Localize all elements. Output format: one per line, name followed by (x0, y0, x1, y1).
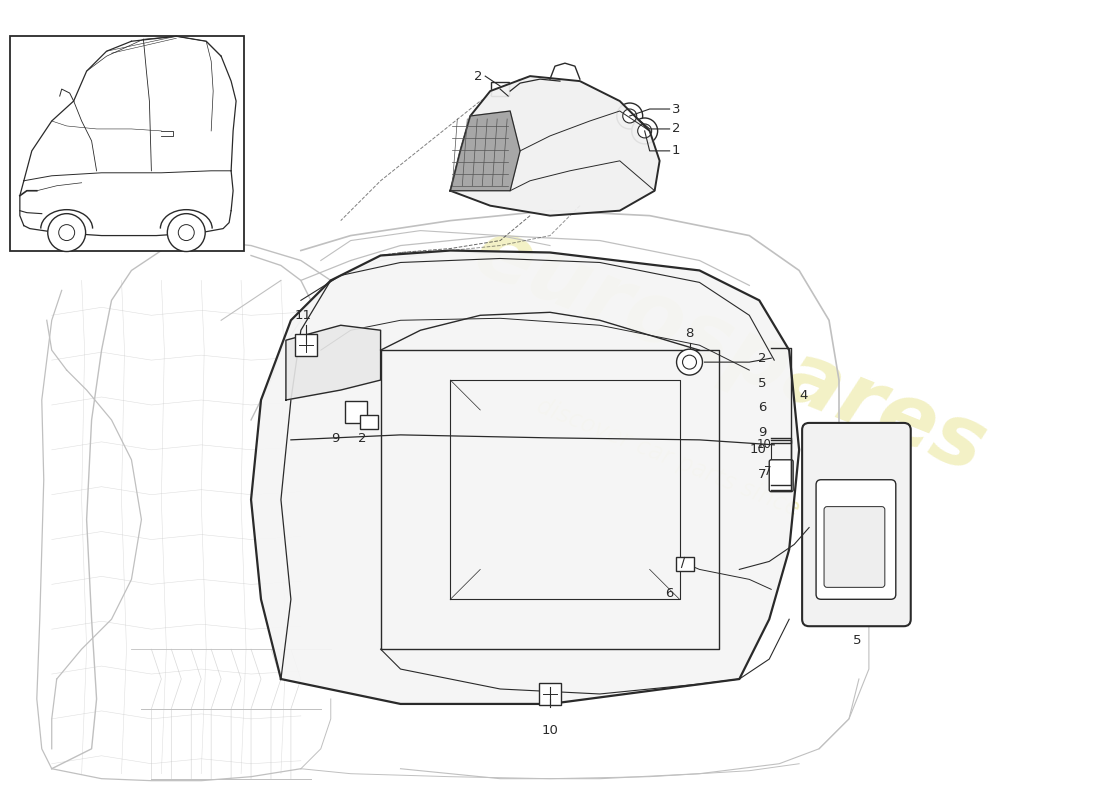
FancyBboxPatch shape (769, 460, 793, 492)
Polygon shape (251, 250, 799, 704)
Text: discover car parts since 1985: discover car parts since 1985 (534, 394, 866, 546)
FancyBboxPatch shape (539, 683, 561, 705)
Text: 11: 11 (295, 310, 311, 322)
FancyBboxPatch shape (802, 423, 911, 626)
Circle shape (47, 214, 86, 251)
Circle shape (623, 109, 637, 123)
Text: 8: 8 (685, 327, 694, 340)
Text: 1: 1 (672, 144, 680, 158)
Bar (10, 36, 244, 250)
Text: 9: 9 (331, 432, 340, 445)
Text: 7: 7 (763, 466, 771, 478)
Text: 6: 6 (758, 402, 767, 414)
Circle shape (631, 118, 658, 144)
Text: 7: 7 (758, 468, 767, 482)
Circle shape (638, 124, 651, 138)
FancyBboxPatch shape (824, 506, 884, 587)
Text: eurospares: eurospares (461, 210, 998, 490)
Circle shape (617, 103, 642, 129)
Polygon shape (450, 111, 520, 190)
Circle shape (682, 355, 696, 369)
Text: 5: 5 (852, 634, 861, 647)
FancyBboxPatch shape (492, 82, 509, 96)
FancyBboxPatch shape (344, 401, 366, 423)
Text: 2: 2 (359, 432, 367, 445)
Text: 4: 4 (799, 389, 807, 402)
FancyBboxPatch shape (816, 480, 895, 599)
Circle shape (178, 225, 195, 241)
FancyBboxPatch shape (360, 415, 377, 429)
Text: 2: 2 (474, 70, 482, 82)
Text: 6: 6 (666, 587, 674, 600)
Text: 10: 10 (541, 724, 559, 737)
FancyBboxPatch shape (295, 334, 317, 356)
Text: 3: 3 (672, 102, 680, 115)
Text: 5: 5 (758, 377, 767, 390)
Text: 10: 10 (749, 443, 767, 456)
Text: 2: 2 (672, 122, 680, 135)
FancyBboxPatch shape (675, 558, 693, 571)
Circle shape (167, 214, 206, 251)
Polygon shape (286, 326, 381, 400)
Text: 2: 2 (758, 352, 767, 365)
Text: 10: 10 (757, 438, 771, 451)
Circle shape (676, 349, 703, 375)
Text: 9: 9 (758, 426, 767, 439)
Circle shape (58, 225, 75, 241)
Polygon shape (450, 76, 660, 216)
